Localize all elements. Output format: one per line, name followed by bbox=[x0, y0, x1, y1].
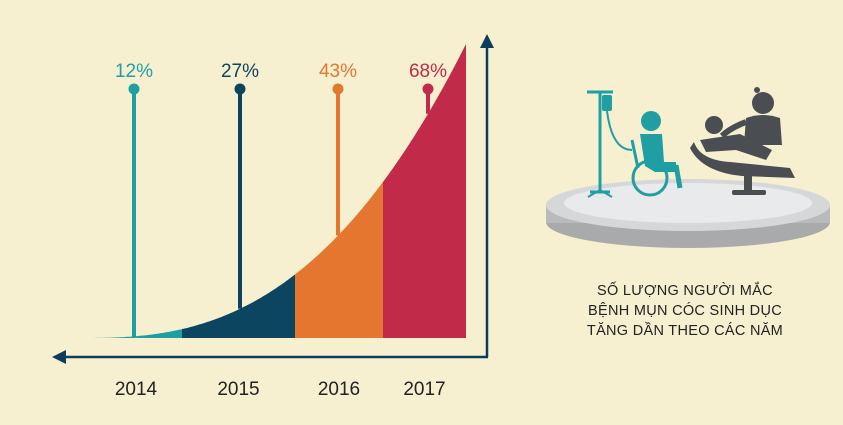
caption-line-2: BỆNH MỤN CÓC SINH DỤC bbox=[588, 303, 782, 319]
pin-head-2015 bbox=[234, 83, 246, 95]
area-segment-2014 bbox=[82, 329, 182, 338]
area-segment-2015 bbox=[182, 274, 295, 338]
medical-illustration bbox=[546, 87, 830, 248]
value-label-2015: 27% bbox=[221, 61, 259, 82]
year-label-2015: 2015 bbox=[217, 379, 259, 400]
patient-on-exam-chair-icon bbox=[690, 116, 795, 195]
caption: SỐ LƯỢNG NGƯỜI MẮC BỆNH MỤN CÓC SINH DỤC… bbox=[560, 281, 810, 341]
area-segment-2016 bbox=[295, 181, 383, 338]
wheelchair-patient-icon bbox=[630, 111, 683, 197]
iv-drip-icon bbox=[587, 90, 633, 198]
axes bbox=[52, 34, 494, 364]
value-label-2017: 68% bbox=[409, 61, 447, 82]
year-label-2016: 2016 bbox=[318, 379, 360, 400]
pin-head-2014 bbox=[128, 83, 140, 95]
pin-head-2017 bbox=[422, 83, 434, 95]
year-label-2017: 2017 bbox=[403, 379, 445, 400]
y-axis-arrow-icon bbox=[480, 34, 494, 48]
area-segment-2017 bbox=[383, 44, 466, 338]
caption-line-1: SỐ LƯỢNG NGƯỜI MẮC bbox=[597, 283, 773, 299]
year-labels: 2014 2015 2016 2017 bbox=[115, 379, 446, 400]
area-segments bbox=[82, 44, 466, 338]
value-label-2016: 43% bbox=[319, 61, 357, 82]
value-pins: 12% 27% 43% 68% bbox=[115, 61, 447, 338]
pin-head-2016 bbox=[332, 83, 344, 95]
doctor-icon bbox=[719, 87, 782, 145]
caption-line-3: TĂNG DẦN THEO CÁC NĂM bbox=[586, 323, 784, 339]
year-label-2014: 2014 bbox=[115, 379, 158, 400]
x-axis-arrow-icon bbox=[52, 350, 66, 364]
value-label-2014: 12% bbox=[115, 61, 153, 82]
